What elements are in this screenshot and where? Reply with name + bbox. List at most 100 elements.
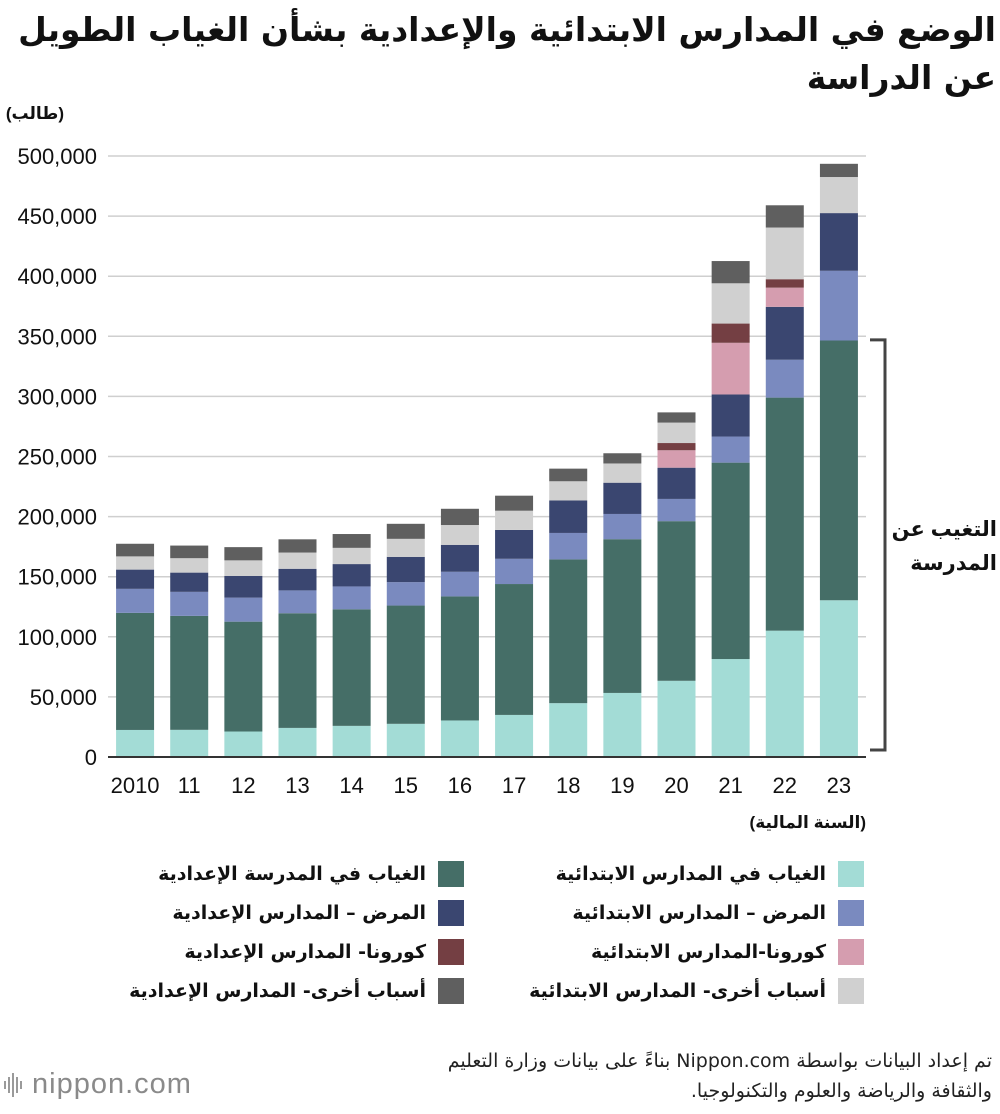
- bar-segment: [332, 586, 371, 610]
- x-tick-label: 21: [718, 773, 742, 798]
- absence-bracket: [870, 338, 887, 752]
- bar-segment: [657, 467, 696, 499]
- bar-segment: [765, 630, 804, 757]
- y-tick-label: 50,000: [30, 685, 97, 710]
- legend-swatch: [838, 939, 864, 965]
- legend-swatch: [438, 978, 464, 1004]
- legend-swatch: [838, 900, 864, 926]
- bar-segment: [278, 552, 317, 569]
- y-tick-label: 500,000: [17, 144, 97, 169]
- y-tick-label: 250,000: [17, 445, 97, 470]
- bar-segment: [116, 569, 155, 589]
- bar-segment: [332, 534, 371, 548]
- bar-segment: [711, 394, 750, 437]
- y-tick-label: 350,000: [17, 324, 97, 349]
- source-line-2: والثقافة والرياضة والعلوم والتكنولوجيا.: [690, 1080, 992, 1102]
- bar-segment: [224, 547, 263, 561]
- bar-segment: [603, 539, 642, 693]
- bar-segment: [278, 539, 317, 553]
- legend-label: الغياب في المدرسة الإعدادية: [158, 863, 426, 885]
- legend-item: الغياب في المدرسة الإعدادية: [104, 860, 464, 888]
- bar-segment: [819, 340, 858, 601]
- bar-segment: [711, 659, 750, 757]
- bar-segment: [440, 544, 479, 572]
- bar-segment: [603, 453, 642, 464]
- legend-item: الغياب في المدارس الابتدائية: [464, 860, 864, 888]
- bar-segment: [495, 495, 534, 511]
- bar-segment: [116, 729, 155, 757]
- bar-segment: [603, 692, 642, 757]
- legend-label: المرض – المدارس الابتدائية: [572, 902, 826, 924]
- bar-segment: [224, 621, 263, 732]
- bar-segment: [332, 725, 371, 757]
- bar-segment: [765, 287, 804, 307]
- bar-segment: [765, 359, 804, 398]
- y-tick-label: 450,000: [17, 204, 97, 229]
- bar-segment: [440, 596, 479, 721]
- x-tick-label: 13: [285, 773, 309, 798]
- legend-item: كورونا- المدارس الإعدادية: [104, 938, 464, 966]
- bar-segment: [116, 588, 155, 613]
- x-axis-ticks: 2010 11 12 13 14 15 16 17 18 19 20 21 22 23: [111, 773, 852, 798]
- bar-segment: [386, 556, 425, 583]
- legend-label: الغياب في المدارس الابتدائية: [555, 863, 826, 885]
- bar-segment: [116, 612, 155, 730]
- bar-segment: [278, 568, 317, 591]
- gridlines: [108, 155, 866, 698]
- x-tick-label: 11: [178, 773, 201, 798]
- bar-segment: [495, 714, 534, 757]
- bar-segment: [386, 582, 425, 606]
- legend: الغياب في المدارس الابتدائية الغياب في ا…: [104, 860, 864, 1005]
- bar-segment: [386, 605, 425, 724]
- bar-segment: [116, 556, 155, 570]
- x-tick-label: 12: [231, 773, 255, 798]
- bar-segment: [170, 545, 209, 559]
- bar-segment: [549, 500, 588, 533]
- bar-segment: [711, 323, 750, 343]
- bar-segment: [819, 270, 858, 341]
- bar-segment: [386, 538, 425, 557]
- bar-segment: [765, 227, 804, 280]
- bar-segment: [765, 279, 804, 288]
- bar-segment: [495, 558, 534, 585]
- bar-segment: [386, 523, 425, 539]
- legend-label: أسباب أخرى- المدارس الابتدائية: [529, 980, 826, 1002]
- bar-segment: [549, 532, 588, 560]
- legend-swatch: [438, 900, 464, 926]
- bar-segment: [657, 450, 696, 468]
- bar-segment: [765, 306, 804, 360]
- bar-segment: [440, 571, 479, 597]
- bar-segment: [170, 729, 209, 757]
- bar-segment: [819, 177, 858, 214]
- bracket-label-line2: المدرسة: [910, 552, 997, 575]
- bar-segment: [278, 590, 317, 614]
- x-tick-label: 16: [448, 773, 472, 798]
- legend-swatch: [438, 861, 464, 887]
- bar-segment: [224, 560, 263, 576]
- bar-segment: [711, 261, 750, 284]
- y-axis-ticks: 0 50,000 100,000 150,000 200,000 250,000 300,0…: [17, 144, 97, 770]
- x-axis-label: (السنة المالية): [750, 813, 866, 832]
- bar-segment: [819, 213, 858, 271]
- legend-item: أسباب أخرى- المدارس الإعدادية: [104, 977, 464, 1005]
- bar-segment: [657, 498, 696, 522]
- x-tick-label: 20: [664, 773, 688, 798]
- y-tick-label: 200,000: [17, 505, 97, 530]
- legend-item: المرض – المدارس الابتدائية: [464, 899, 864, 927]
- bar-segment: [116, 543, 155, 557]
- bar-segment: [657, 412, 696, 423]
- bar-segment: [603, 463, 642, 483]
- logo-bars-icon: [4, 1072, 24, 1097]
- bracket-line: [870, 338, 887, 752]
- bar-segment: [765, 205, 804, 228]
- bar-segment: [224, 575, 263, 598]
- bar-segment: [711, 342, 750, 395]
- legend-swatch: [838, 861, 864, 887]
- x-tick-label: 19: [610, 773, 634, 798]
- bar-segment: [549, 468, 588, 482]
- bar-segment: [440, 508, 479, 526]
- legend-item: كورونا-المدارس الابتدائية: [464, 938, 864, 966]
- x-tick-label: 18: [556, 773, 580, 798]
- bracket-label-line1: التغيب عن: [892, 518, 997, 541]
- bar-segment: [603, 513, 642, 540]
